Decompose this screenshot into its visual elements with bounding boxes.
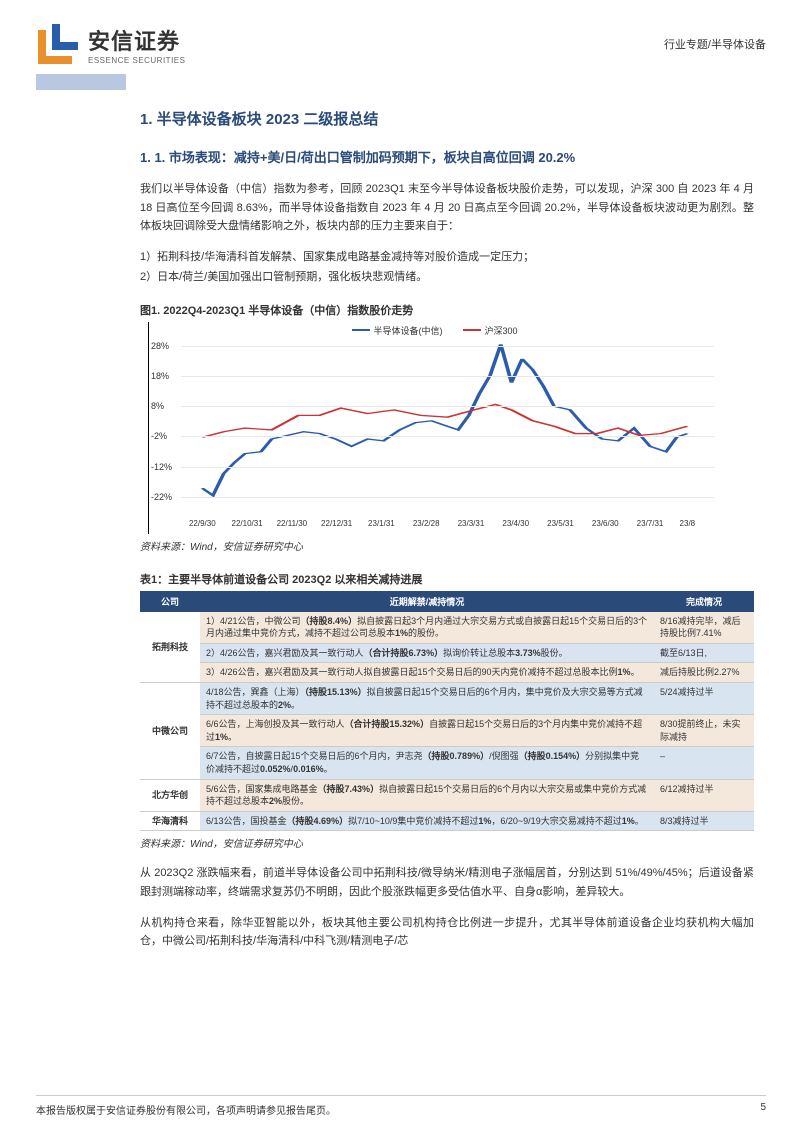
cell-status: 5/24减持过半 — [654, 683, 754, 715]
heading-2: 1. 1. 市场表现：减持+美/日/荷出口管制加码预期下，板块自高位回调 20.… — [140, 147, 754, 166]
table-source: 资料来源：Wind，安信证券研究中心 — [140, 835, 754, 850]
doc-category: 行业专题/半导体设备 — [664, 36, 766, 52]
x-axis-tick: 23/6/30 — [592, 519, 619, 528]
list-item-2: 2）日本/荷兰/美国加强出口管制预期，强化板块悲观情绪。 — [140, 268, 754, 288]
x-axis-tick: 23/5/31 — [547, 519, 574, 528]
holdings-table: 公司 近期解禁/减持情况 完成情况 拓荆科技1）4/21公告，中微公司（持股8.… — [140, 591, 754, 832]
cell-company: 中微公司 — [140, 683, 200, 780]
grid-line — [181, 346, 714, 347]
logo-area: 安信证券 ESSENCE SECURITIES — [36, 22, 185, 66]
cell-detail: 6/7公告，自披露日起15个交易日后的6个月内，尹志尧（持股0.789%）/倪图… — [200, 747, 654, 779]
th-company: 公司 — [140, 591, 200, 612]
table-row: 2）4/26公告，嘉兴君励及其一致行动人（合计持股6.73%）拟询价转让总股本3… — [140, 643, 754, 663]
y-axis-tick: 18% — [151, 371, 169, 381]
table-title: 表1：主要半导体前道设备公司 2023Q2 以来相关减持进展 — [140, 571, 754, 587]
grid-line — [181, 376, 714, 377]
table-row: 6/6公告，上海创投及其一致行动人（合计持股15.32%）自披露日起15个交易日… — [140, 715, 754, 747]
x-axis-tick: 23/2/28 — [413, 519, 440, 528]
cell-detail: 6/13公告，国投基金（持股4.69%）拟7/10~10/9集中竞价减持不超过1… — [200, 811, 654, 831]
page-number: 5 — [760, 1102, 766, 1117]
line-chart: 半导体设备(中信) 沪深300 28%18%8%-2%-12%-22%22/9/… — [148, 322, 720, 534]
y-axis-tick: 8% — [151, 401, 164, 411]
x-axis-tick: 22/9/30 — [189, 519, 216, 528]
paragraph-p3: 从机构持仓来看，除华亚智能以外，板块其他主要公司机构持仓比例进一步提升，尤其半导… — [140, 914, 754, 951]
table-body: 拓荆科技1）4/21公告，中微公司（持股8.4%）拟自披露日起3个月内通过大宗交… — [140, 612, 754, 831]
figure-source: 资料来源：Wind，安信证券研究中心 — [140, 538, 754, 553]
x-axis-tick: 23/3/31 — [458, 519, 485, 528]
cell-status: – — [654, 747, 754, 779]
table-row: 华海清科6/13公告，国投基金（持股4.69%）拟7/10~10/9集中竞价减持… — [140, 811, 754, 831]
series-line-2 — [202, 404, 687, 437]
cell-company: 北方华创 — [140, 779, 200, 811]
y-axis-tick: -2% — [151, 431, 167, 441]
figure-title: 图1. 2022Q4-2023Q1 半导体设备（中信）指数股价走势 — [140, 302, 754, 318]
table-row: 拓荆科技1）4/21公告，中微公司（持股8.4%）拟自披露日起3个月内通过大宗交… — [140, 612, 754, 644]
logo-cn: 安信证券 — [88, 24, 185, 56]
paragraph-p2: 从 2023Q2 涨跌幅来看，前道半导体设备公司中拓荆科技/微导纳米/精测电子涨… — [140, 864, 754, 901]
table-row: 北方华创5/6公告，国家集成电路基金（持股7.43%）拟自披露日起15个交易日后… — [140, 779, 754, 811]
cell-status: 8/30提前终止，未实际减持 — [654, 715, 754, 747]
cell-detail: 3）4/26公告，嘉兴君励及其一致行动人拟自披露日起15个交易日后的90天内竞价… — [200, 663, 654, 683]
chart-plot-area: 28%18%8%-2%-12%-22%22/9/3022/10/3122/11/… — [181, 328, 714, 510]
header-accent-bar — [36, 74, 126, 90]
y-axis-tick: -22% — [151, 492, 172, 502]
cell-status: 截至6/13日, — [654, 643, 754, 663]
heading-1: 1. 半导体设备板块 2023 二级报总结 — [140, 108, 754, 129]
cell-status: 8/3减持过半 — [654, 811, 754, 831]
table-header-row: 公司 近期解禁/减持情况 完成情况 — [140, 591, 754, 612]
grid-line — [181, 497, 714, 498]
cell-detail: 5/6公告，国家集成电路基金（持股7.43%）拟自披露日起15个交易日后的6个月… — [200, 779, 654, 811]
x-axis-tick: 22/11/30 — [277, 519, 308, 528]
grid-line — [181, 406, 714, 407]
x-axis-tick: 23/7/31 — [637, 519, 664, 528]
page-header: 安信证券 ESSENCE SECURITIES 行业专题/半导体设备 — [0, 0, 802, 74]
cell-detail: 1）4/21公告，中微公司（持股8.4%）拟自披露日起3个月内通过大宗交易方式或… — [200, 612, 654, 644]
paragraph-intro: 我们以半导体设备（中信）指数为参考，回顾 2023Q1 末至今半导体设备板块股价… — [140, 180, 754, 236]
x-axis-tick: 22/10/31 — [232, 519, 263, 528]
th-detail: 近期解禁/减持情况 — [200, 591, 654, 612]
table-row: 中微公司4/18公告，巽鑫（上海）（持股15.13%）拟自披露日起15个交易日后… — [140, 683, 754, 715]
cell-detail: 4/18公告，巽鑫（上海）（持股15.13%）拟自披露日起15个交易日后的6个月… — [200, 683, 654, 715]
footer-copyright: 本报告版权属于安信证券股份有限公司，各项声明请参见报告尾页。 — [36, 1102, 336, 1117]
table-row: 6/7公告，自披露日起15个交易日后的6个月内，尹志尧（持股0.789%）/倪图… — [140, 747, 754, 779]
page-footer: 本报告版权属于安信证券股份有限公司，各项声明请参见报告尾页。 5 — [36, 1095, 766, 1117]
cell-status: 减后持股比例2.27% — [654, 663, 754, 683]
cell-detail: 2）4/26公告，嘉兴君励及其一致行动人（合计持股6.73%）拟询价转让总股本3… — [200, 643, 654, 663]
cell-status: 8/16减持完毕，减后持股比例7.41% — [654, 612, 754, 644]
cell-detail: 6/6公告，上海创投及其一致行动人（合计持股15.32%）自披露日起15个交易日… — [200, 715, 654, 747]
x-axis-tick: 23/1/31 — [368, 519, 395, 528]
x-axis-tick: 22/12/31 — [321, 519, 352, 528]
table-row: 3）4/26公告，嘉兴君励及其一致行动人拟自披露日起15个交易日后的90天内竞价… — [140, 663, 754, 683]
main-content: 1. 半导体设备板块 2023 二级报总结 1. 1. 市场表现：减持+美/日/… — [0, 108, 802, 951]
x-axis-tick: 23/8 — [680, 519, 696, 528]
chart-svg — [181, 328, 714, 510]
logo-text: 安信证券 ESSENCE SECURITIES — [88, 24, 185, 65]
series-line-1 — [202, 344, 687, 495]
th-status: 完成情况 — [654, 591, 754, 612]
cell-status: 6/12减持过半 — [654, 779, 754, 811]
x-axis-tick: 23/4/30 — [502, 519, 529, 528]
y-axis-tick: -12% — [151, 462, 172, 472]
logo-icon — [36, 22, 80, 66]
y-axis-tick: 28% — [151, 341, 169, 351]
grid-line — [181, 467, 714, 468]
list-item-1: 1）拓荆科技/华海清科首发解禁、国家集成电路基金减持等对股价造成一定压力； — [140, 248, 754, 268]
grid-line — [181, 436, 714, 437]
cell-company: 拓荆科技 — [140, 612, 200, 683]
cell-company: 华海清科 — [140, 811, 200, 831]
logo-en: ESSENCE SECURITIES — [88, 56, 185, 65]
